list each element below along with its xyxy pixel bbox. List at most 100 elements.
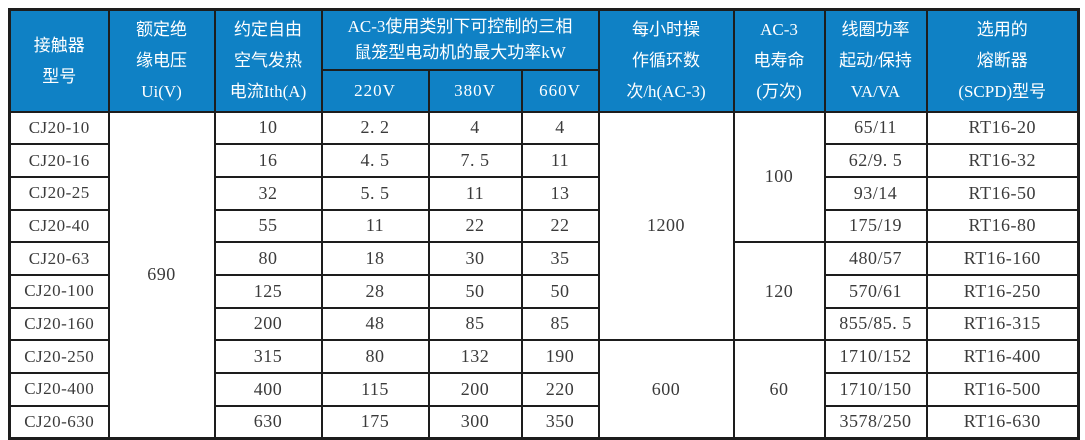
contactor-spec-table: 接触器 型号 额定绝 缘电压 Ui(V) 约定自由 空气发热 电流Ith(A) (8, 8, 1080, 440)
cycles-cell: 600 (597, 339, 735, 440)
fuse-cell: RT16-400 (925, 339, 1080, 374)
header-line: 额定绝 (136, 20, 187, 40)
header-line: 型号 (42, 66, 77, 86)
coil-cell: 855/85. 5 (823, 306, 928, 342)
header-line: 接触器 (33, 35, 85, 55)
life-cell: 120 (732, 241, 826, 342)
kw220-cell: 18 (320, 241, 430, 276)
fuse-cell: RT16-500 (925, 372, 1080, 407)
header-line: 缘电压 (136, 51, 187, 71)
header-line: 每小时操 (632, 20, 700, 40)
coil-cell: 570/61 (823, 273, 928, 309)
ith-cell: 200 (213, 306, 323, 342)
header-line: 次/h(AC-3) (626, 82, 706, 102)
fuse-cell: RT16-80 (925, 208, 1080, 244)
life-cell: 100 (732, 110, 826, 244)
header-380v: 380V (427, 68, 523, 113)
kw220-cell: 28 (320, 273, 430, 309)
kw220-cell: 2. 2 (320, 110, 430, 146)
table-row: CJ20-10 690 10 2. 2 4 4 1200 100 65/11 R… (8, 110, 1080, 440)
kw660-cell: 11 (520, 143, 600, 178)
header-line: 线圈功率 (841, 20, 910, 40)
kw220-cell: 175 (320, 404, 430, 440)
header-line: 熔断器 (976, 51, 1028, 71)
table-row: CJ20-25 32 5. 5 11 13 93/14 RT16-50 (8, 175, 1080, 211)
kw380-cell: 132 (427, 339, 523, 374)
header-220v: 220V (320, 68, 430, 113)
header-660v: 660V (520, 68, 600, 113)
model-cell: CJ20-400 (8, 372, 110, 407)
ith-cell: 16 (213, 143, 323, 178)
header-line: Ui(V) (141, 82, 182, 102)
kw220-cell: 11 (320, 208, 430, 244)
ith-cell: 55 (213, 208, 323, 244)
header-coil-power: 线圈功率 起动/保持 VA/VA (823, 8, 928, 113)
coil-cell: 480/57 (823, 241, 928, 276)
model-cell: CJ20-100 (8, 273, 110, 309)
kw220-cell: 5. 5 (320, 175, 430, 211)
table-row: CJ20-630 630 175 300 350 3578/250 RT16-6… (8, 404, 1080, 440)
header-line: 电流Ith(A) (229, 82, 307, 102)
cycles-cell: 1200 (597, 110, 735, 342)
model-cell: CJ20-40 (8, 208, 110, 244)
fuse-cell: RT16-250 (925, 273, 1080, 309)
model-cell: CJ20-25 (8, 175, 110, 211)
table-row: CJ20-16 16 4. 5 7. 5 11 62/9. 5 RT16-32 (8, 143, 1080, 178)
kw380-cell: 22 (427, 208, 523, 244)
kw220-cell: 4. 5 (320, 143, 430, 178)
ith-cell: 315 (213, 339, 323, 374)
model-cell: CJ20-250 (8, 339, 110, 374)
coil-cell: 1710/152 (823, 339, 928, 374)
kw220-cell: 80 (320, 339, 430, 374)
table-row: CJ20-40 55 11 22 22 175/19 RT16-80 (8, 208, 1080, 244)
coil-cell: 62/9. 5 (823, 143, 928, 178)
header-line: (万次) (756, 82, 802, 102)
kw380-cell: 30 (427, 241, 523, 276)
header-max-power-group: AC-3使用类别下可控制的三相 鼠笼型电动机的最大功率kW (320, 8, 600, 71)
ith-cell: 125 (213, 273, 323, 309)
life-cell: 60 (732, 339, 826, 440)
header-line: 约定自由 (234, 20, 302, 40)
fuse-cell: RT16-32 (925, 143, 1080, 178)
header-line: 作循环数 (632, 51, 700, 71)
table-row: CJ20-400 400 115 200 220 1710/150 RT16-5… (8, 372, 1080, 407)
header-fuse-model: 选用的 熔断器 (SCPD)型号 (925, 8, 1080, 113)
kw660-cell: 22 (520, 208, 600, 244)
kw660-cell: 85 (520, 306, 600, 342)
header-line: 鼠笼型电动机的最大功率kW (354, 42, 566, 62)
coil-cell: 3578/250 (823, 404, 928, 440)
header-line: (SCPD)型号 (958, 82, 1047, 102)
table-row: CJ20-100 125 28 50 50 570/61 RT16-250 (8, 273, 1080, 309)
header-line: 空气发热 (234, 51, 302, 71)
kw220-cell: 115 (320, 372, 430, 407)
kw660-cell: 35 (520, 241, 600, 276)
ith-cell: 400 (213, 372, 323, 407)
kw380-cell: 7. 5 (427, 143, 523, 178)
ith-cell: 10 (213, 110, 323, 146)
kw660-cell: 350 (520, 404, 600, 440)
header-operating-cycles: 每小时操 作循环数 次/h(AC-3) (597, 8, 735, 113)
kw380-cell: 4 (427, 110, 523, 146)
insulation-voltage-cell: 690 (107, 110, 216, 440)
coil-cell: 65/11 (823, 110, 928, 146)
model-cell: CJ20-630 (8, 404, 110, 440)
header-thermal-current: 约定自由 空气发热 电流Ith(A) (213, 8, 323, 113)
fuse-cell: RT16-315 (925, 306, 1080, 342)
kw380-cell: 300 (427, 404, 523, 440)
model-cell: CJ20-63 (8, 241, 110, 276)
header-contactor-model: 接触器 型号 (8, 8, 110, 113)
model-cell: CJ20-10 (8, 110, 110, 146)
header-line: VA/VA (850, 82, 901, 102)
model-cell: CJ20-16 (8, 143, 110, 178)
kw660-cell: 4 (520, 110, 600, 146)
kw220-cell: 48 (320, 306, 430, 342)
header-electrical-life: AC-3 电寿命 (万次) (732, 8, 826, 113)
coil-cell: 93/14 (823, 175, 928, 211)
table-row: CJ20-250 315 80 132 190 600 60 1710/152 … (8, 339, 1080, 440)
ith-cell: 32 (213, 175, 323, 211)
kw380-cell: 85 (427, 306, 523, 342)
fuse-cell: RT16-160 (925, 241, 1080, 276)
kw380-cell: 200 (427, 372, 523, 407)
kw660-cell: 13 (520, 175, 600, 211)
